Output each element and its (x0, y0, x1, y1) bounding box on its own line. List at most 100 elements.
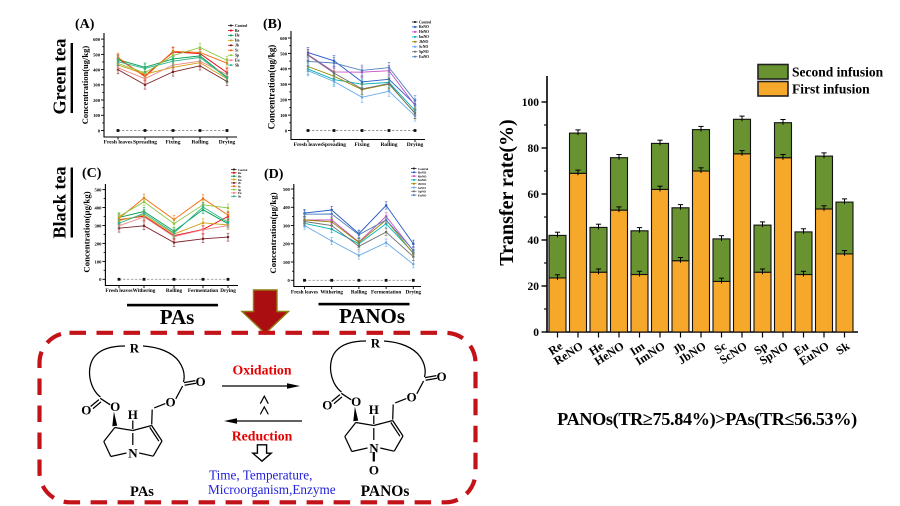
svg-text:SpNO: SpNO (419, 50, 429, 54)
svg-text:Sk: Sk (238, 196, 242, 199)
svg-text:400: 400 (280, 67, 288, 72)
svg-text:ImNO: ImNO (418, 178, 427, 182)
svg-text:Fresh leaves: Fresh leaves (105, 288, 132, 294)
svg-text:Rolling: Rolling (191, 140, 208, 146)
svg-text:300: 300 (283, 223, 291, 228)
svg-text:PANOs: PANOs (361, 483, 410, 500)
svg-text:ScNO: ScNO (418, 186, 426, 190)
svg-text:Jb: Jb (238, 182, 241, 185)
svg-text:Fresh leaves: Fresh leaves (104, 140, 133, 146)
svg-text:300: 300 (95, 223, 103, 228)
svg-text:ReNO: ReNO (419, 25, 429, 29)
svg-text:Fermentation: Fermentation (188, 288, 218, 294)
svg-text:Time, Temperature,: Time, Temperature, (209, 468, 312, 483)
svg-text:Fixing: Fixing (355, 142, 370, 148)
svg-text:500: 500 (93, 52, 101, 57)
svg-text:Fermentation: Fermentation (371, 290, 401, 296)
svg-text:Spreading: Spreading (322, 142, 346, 148)
svg-text:Im: Im (238, 179, 242, 182)
svg-text:0: 0 (98, 128, 101, 133)
svg-text:Concentration(µg/kg): Concentration(µg/kg) (268, 192, 278, 273)
svg-text:200: 200 (93, 98, 101, 103)
svg-text:ImNO: ImNO (419, 35, 429, 39)
svg-text:300: 300 (280, 82, 288, 87)
svg-text:O: O (407, 390, 417, 405)
svg-text:Drying: Drying (407, 142, 424, 148)
svg-text:EuNO: EuNO (418, 193, 427, 197)
svg-text:Transfer rate(%): Transfer rate(%) (496, 119, 518, 265)
svg-text:Withering: Withering (320, 290, 343, 296)
svg-text:(C): (C) (82, 166, 102, 181)
svg-text:O: O (322, 398, 332, 413)
svg-text:200: 200 (283, 242, 291, 247)
svg-text:100: 100 (95, 259, 103, 264)
svg-text:Sk: Sk (235, 63, 240, 67)
svg-text:400: 400 (95, 205, 103, 210)
svg-text:Eu: Eu (791, 339, 811, 359)
svg-text:Reduction: Reduction (232, 429, 293, 444)
svg-text:Im: Im (627, 339, 647, 359)
svg-text:Rolling: Rolling (380, 142, 397, 148)
svg-text:500: 500 (95, 188, 103, 193)
svg-text:60: 60 (528, 189, 540, 201)
svg-text:80: 80 (528, 143, 540, 155)
svg-text:JbNO: JbNO (419, 40, 429, 44)
svg-text:N: N (128, 445, 138, 460)
svg-text:H: H (369, 402, 379, 417)
svg-text:500: 500 (283, 187, 291, 192)
svg-text:Re: Re (235, 29, 240, 33)
svg-text:Drying: Drying (220, 288, 236, 294)
svg-text:Control: Control (419, 20, 431, 24)
svg-text:Drying: Drying (219, 140, 236, 146)
svg-text:O: O (369, 463, 379, 478)
svg-text:Eu: Eu (238, 192, 242, 195)
svg-text:600: 600 (93, 37, 101, 42)
svg-text:H: H (128, 407, 138, 422)
svg-text:HeNO: HeNO (418, 174, 427, 178)
svg-text:Fresh leaves: Fresh leaves (291, 290, 318, 296)
svg-text:600: 600 (280, 36, 288, 41)
svg-text:Concentration(µg/kg): Concentration(µg/kg) (82, 191, 92, 272)
svg-text:40: 40 (528, 235, 540, 247)
svg-text:R: R (130, 340, 140, 355)
svg-text:O: O (351, 394, 361, 409)
svg-text:PANOs(TR≥75.84%)>PAs(TR≤56.53%: PANOs(TR≥75.84%)>PAs(TR≤56.53%) (557, 409, 857, 430)
svg-text:(B): (B) (263, 17, 282, 32)
svg-text:(A): (A) (75, 17, 95, 32)
svg-text:EuNO: EuNO (419, 55, 429, 59)
svg-text:100: 100 (280, 113, 288, 118)
svg-text:400: 400 (283, 205, 291, 210)
svg-text:R: R (371, 335, 381, 350)
svg-text:Concentration(ug/kg): Concentration(ug/kg) (267, 45, 277, 130)
svg-text:Microorganism,Enzyme: Microorganism,Enzyme (208, 482, 336, 497)
svg-text:N: N (369, 440, 379, 455)
svg-text:O: O (110, 399, 120, 414)
svg-text:First infusion: First infusion (792, 82, 870, 97)
svg-text:Jb: Jb (235, 44, 239, 48)
svg-text:PANOs: PANOs (339, 304, 405, 328)
svg-text:300: 300 (93, 83, 101, 88)
svg-text:O: O (196, 374, 206, 389)
svg-text:0: 0 (99, 277, 102, 282)
svg-text:He: He (235, 34, 240, 38)
svg-text:Sp: Sp (235, 54, 239, 58)
svg-text:JbNO: JbNO (418, 182, 427, 186)
svg-text:500: 500 (280, 51, 288, 56)
svg-text:0: 0 (533, 327, 539, 339)
svg-text:Control: Control (418, 167, 428, 171)
svg-text:Second infusion: Second infusion (792, 65, 884, 80)
svg-text:ScNO: ScNO (419, 45, 428, 49)
svg-text:Oxidation: Oxidation (232, 363, 291, 378)
svg-text:Green tea: Green tea (50, 39, 70, 115)
svg-text:Sp: Sp (238, 189, 242, 192)
svg-text:HeNO: HeNO (419, 30, 429, 34)
svg-text:20: 20 (528, 281, 540, 293)
svg-text:(D): (D) (264, 167, 284, 182)
svg-text:100: 100 (522, 97, 540, 109)
svg-text:Rolling: Rolling (166, 288, 183, 294)
svg-text:O: O (166, 395, 176, 410)
svg-text:ReNO: ReNO (418, 171, 427, 175)
svg-text:Withering: Withering (133, 288, 156, 294)
svg-text:Black tea: Black tea (50, 166, 70, 238)
svg-text:100: 100 (93, 113, 101, 118)
